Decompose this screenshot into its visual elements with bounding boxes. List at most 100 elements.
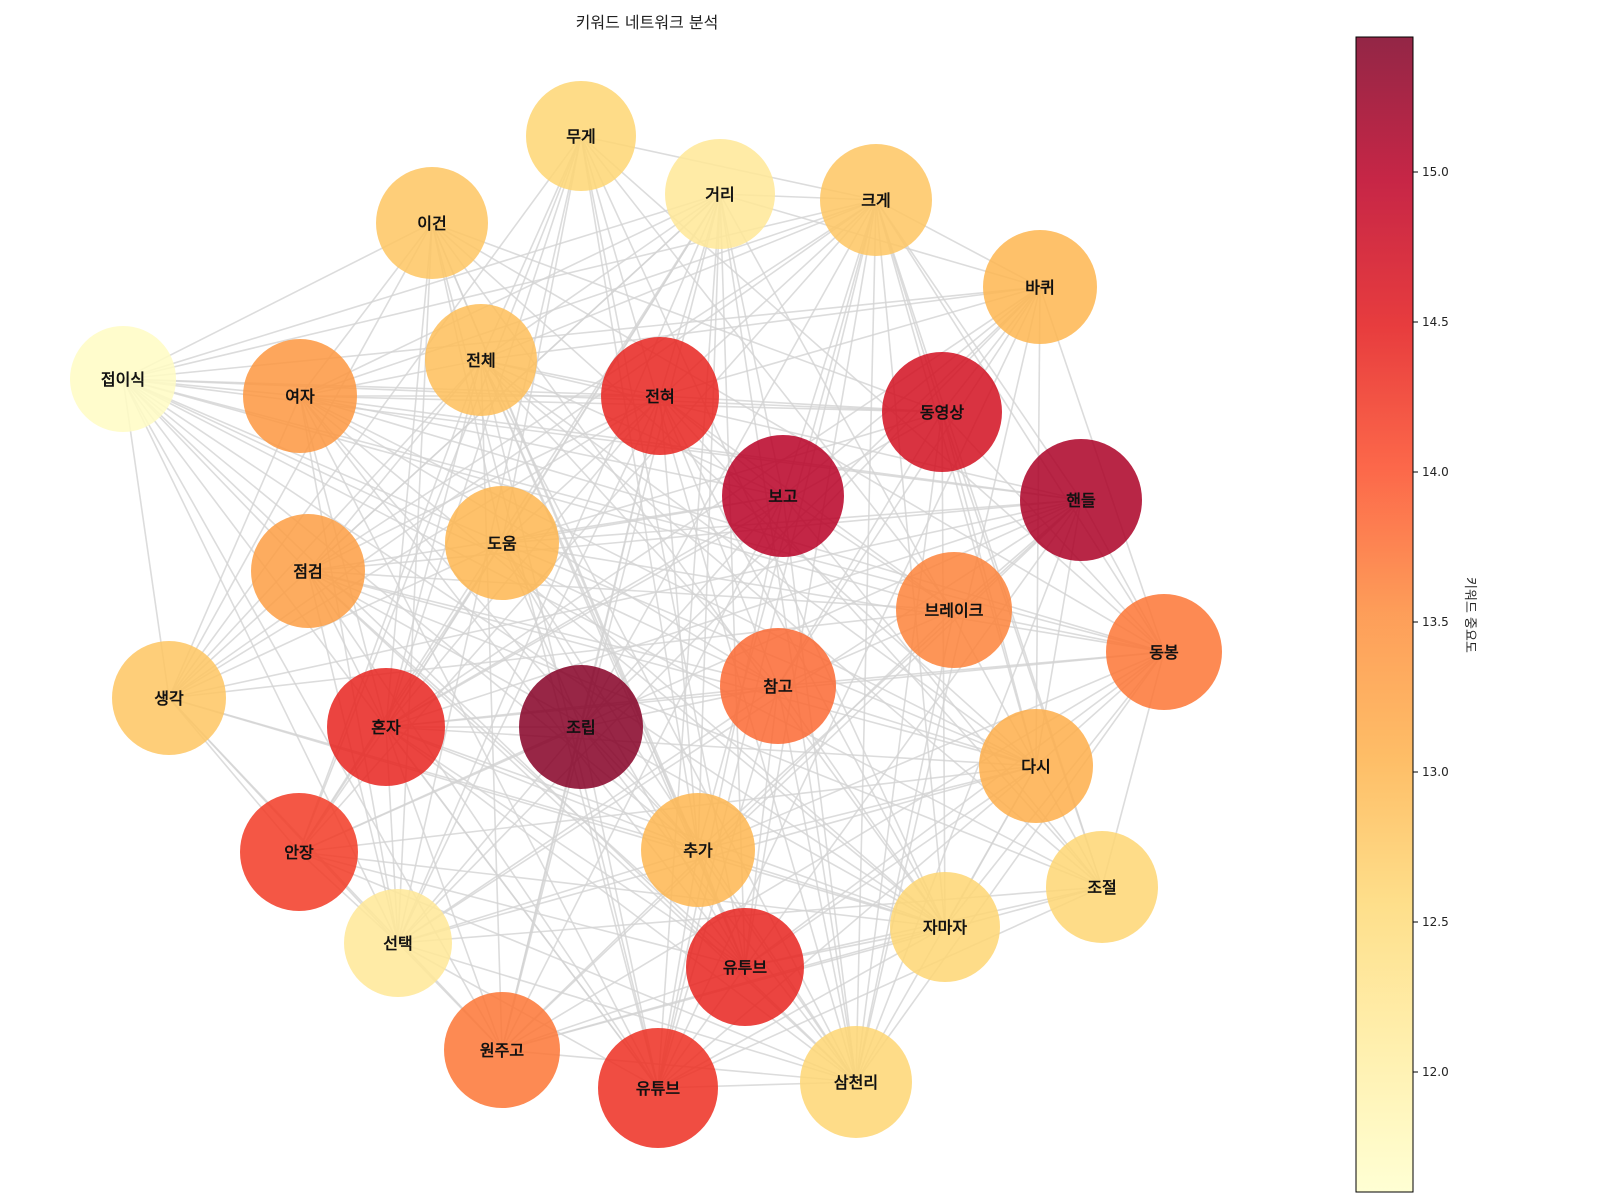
- network-edge: [307, 395, 661, 572]
- network-edge: [657, 886, 1103, 1089]
- network-edge: [397, 685, 779, 944]
- keyword-node-circle: [686, 908, 804, 1026]
- network-edge: [385, 495, 784, 728]
- keyword-node: 자마자: [890, 872, 1000, 982]
- keyword-node: 동영상: [882, 352, 1002, 472]
- network-edge: [697, 651, 1165, 851]
- keyword-node: 유투브: [686, 908, 804, 1026]
- keyword-node-label: 동봉: [1149, 643, 1179, 662]
- keyword-node: 전체: [425, 304, 537, 416]
- colorbar-tick-label: 13.0: [1422, 765, 1449, 779]
- network-edge: [168, 697, 946, 928]
- keyword-node: 생각: [112, 641, 226, 755]
- network-edge: [307, 570, 1103, 888]
- network-edge: [307, 570, 955, 611]
- network-edge: [307, 570, 746, 968]
- keyword-node-circle: [979, 709, 1093, 823]
- network-edge: [855, 411, 943, 1083]
- keyword-node: 삼천리: [800, 1026, 912, 1138]
- network-edge: [697, 499, 1082, 851]
- colorbar-tick-label: 14.5: [1422, 315, 1449, 329]
- network-edge: [168, 395, 661, 699]
- keyword-node-label: 조절: [1087, 878, 1116, 897]
- network-edge: [299, 395, 784, 497]
- colorbar-tick-label: 13.5: [1422, 615, 1449, 629]
- network-edge: [501, 193, 721, 1051]
- keyword-node: 점검: [251, 514, 365, 628]
- keyword-node-label: 혼자: [371, 718, 401, 737]
- network-edge: [307, 570, 779, 687]
- keyword-node: 다시: [979, 709, 1093, 823]
- network-edge: [875, 199, 946, 928]
- keyword-node-circle: [327, 668, 445, 786]
- network-edge: [397, 395, 661, 944]
- keyword-node: 핸들: [1020, 439, 1142, 561]
- network-edge: [385, 726, 1037, 767]
- keyword-node-circle: [240, 793, 358, 911]
- network-edge: [168, 193, 721, 699]
- network-edge: [385, 222, 433, 728]
- keyword-node-label: 조립: [566, 718, 595, 737]
- keyword-node-circle: [890, 872, 1000, 982]
- keyword-node-label: 생각: [154, 689, 184, 708]
- network-edge: [168, 609, 955, 699]
- keyword-node-circle: [70, 326, 176, 432]
- network-edge: [480, 359, 503, 1051]
- network-edge: [299, 199, 877, 397]
- keyword-node: 바퀴: [983, 230, 1097, 344]
- keyword-node-label: 추가: [683, 841, 713, 860]
- network-edge: [941, 411, 1103, 888]
- network-edge: [580, 199, 877, 728]
- keyword-node-circle: [251, 514, 365, 628]
- keyword-node-circle: [344, 889, 452, 997]
- keyword-node: 전혀: [601, 337, 719, 455]
- keyword-node: 이건: [376, 167, 488, 279]
- keyword-node-circle: [1106, 594, 1222, 710]
- network-edge: [744, 651, 1165, 968]
- network-edge: [122, 378, 1103, 888]
- keyword-node-label: 무게: [566, 127, 595, 146]
- network-edge: [580, 135, 699, 851]
- colorbar: 12.0 12.5 13.0 13.5 14.0 14.5 15.0 키워드 중요도: [1355, 36, 1477, 1193]
- network-edge: [580, 135, 955, 611]
- keyword-node-label: 보고: [768, 487, 798, 506]
- keyword-node-label: 거리: [705, 185, 734, 204]
- network-edge: [744, 199, 877, 968]
- network-edge: [580, 135, 857, 1083]
- keyword-node-label: 다시: [1021, 757, 1050, 776]
- colorbar-tick-label: 12.0: [1422, 1065, 1449, 1079]
- network-edge: [875, 199, 1165, 653]
- network-edge: [168, 135, 582, 699]
- keyword-node-label: 자마자: [923, 918, 967, 937]
- colorbar-tick-label: 15.0: [1422, 165, 1449, 179]
- network-edge: [299, 395, 1037, 767]
- network-edge: [397, 193, 721, 944]
- network-edge: [777, 286, 1041, 687]
- network-edge: [298, 851, 746, 968]
- keyword-node-label: 유튜브: [636, 1079, 680, 1098]
- keyword-node-circle: [720, 628, 836, 744]
- network-edge: [855, 499, 1082, 1083]
- colorbar-tick-label: 12.5: [1422, 915, 1449, 929]
- keyword-node: 동봉: [1106, 594, 1222, 710]
- colorbar-tick-label: 14.0: [1422, 465, 1449, 479]
- keyword-node-circle: [820, 144, 932, 256]
- network-edge: [385, 499, 1082, 728]
- network-edge: [697, 193, 721, 851]
- colorbar-gradient: [1355, 36, 1414, 1193]
- keyword-node: 거리: [665, 139, 775, 249]
- network-edge: [397, 942, 857, 1083]
- keyword-node: 선택: [344, 889, 452, 997]
- network-edge: [298, 359, 482, 853]
- keyword-node: 안장: [240, 793, 358, 911]
- keyword-node-label: 도움: [487, 534, 517, 553]
- network-edge: [298, 851, 946, 928]
- network-edge: [697, 765, 1037, 851]
- network-edge: [941, 411, 946, 928]
- keyword-node-label: 바퀴: [1025, 278, 1054, 297]
- network-edge: [299, 395, 1082, 501]
- keyword-node-circle: [983, 230, 1097, 344]
- network-edge: [501, 495, 784, 1051]
